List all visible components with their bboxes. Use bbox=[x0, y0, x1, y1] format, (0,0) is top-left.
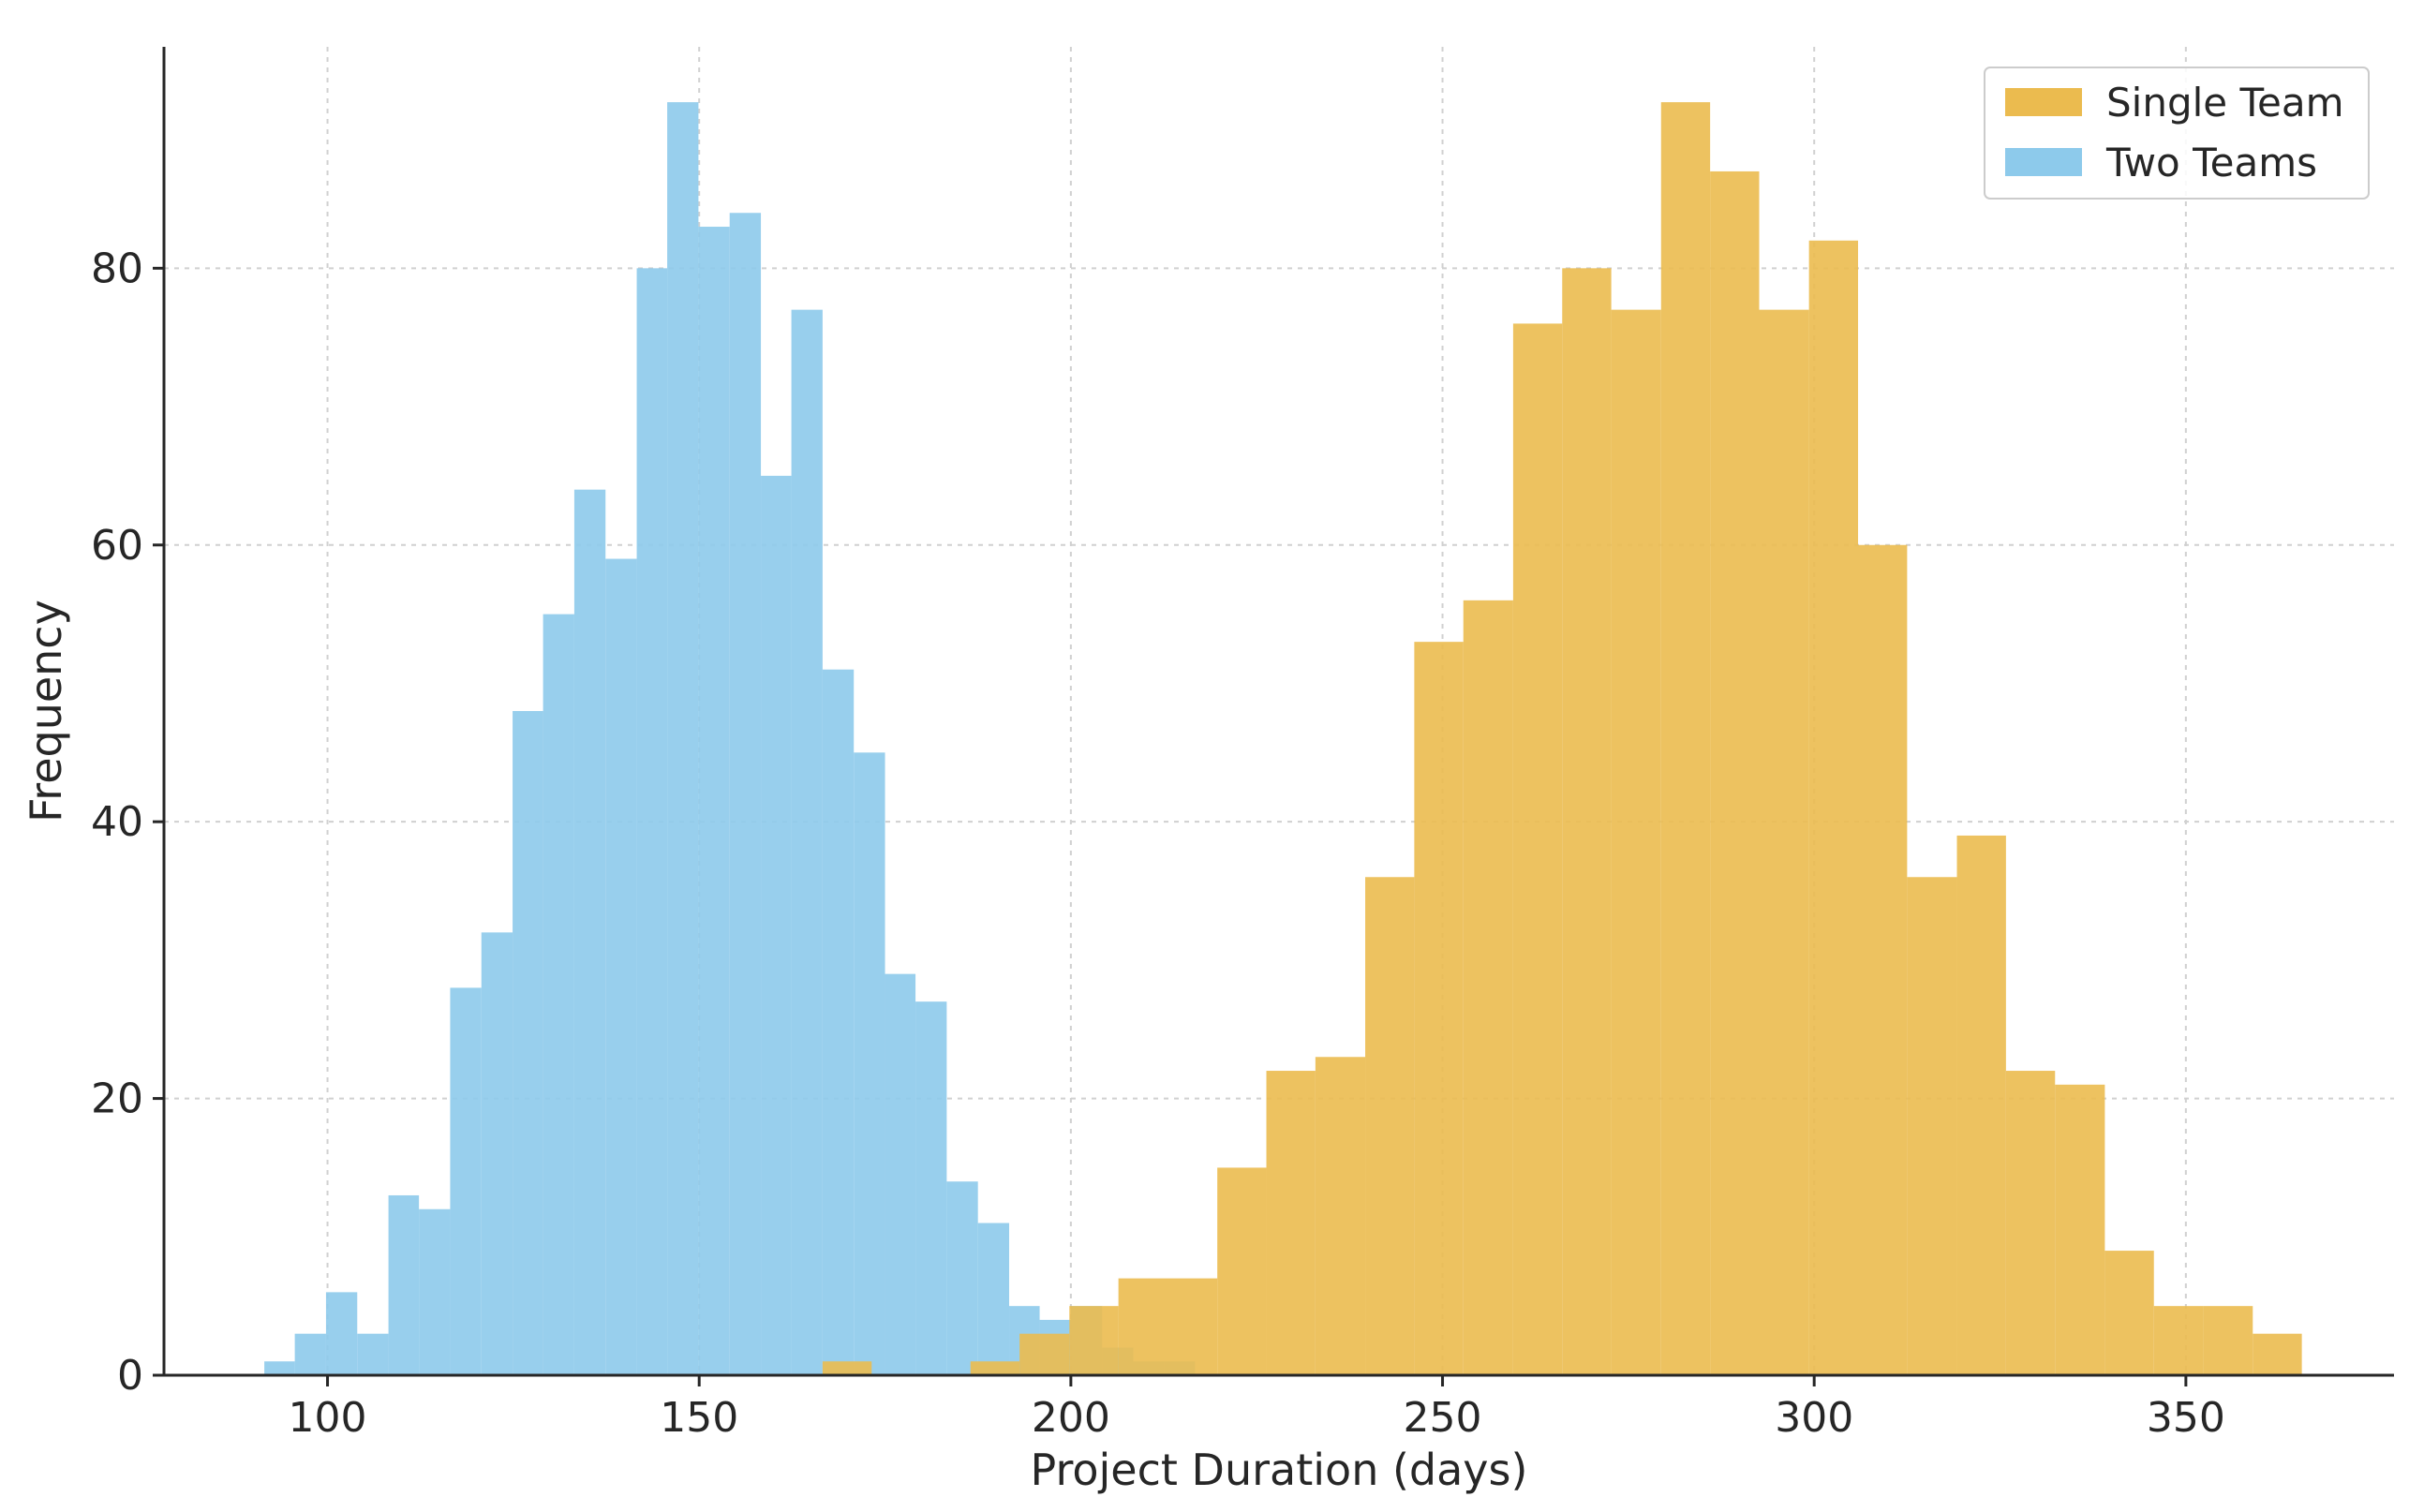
bar-single-team-25 bbox=[2153, 1306, 2204, 1375]
y-tick-label-80: 80 bbox=[91, 245, 143, 292]
bar-single-team-9 bbox=[1365, 877, 1415, 1375]
legend-swatch-single-team bbox=[2005, 88, 2082, 116]
bar-single-team-4 bbox=[1118, 1278, 1167, 1375]
bar-single-team-26 bbox=[2203, 1306, 2253, 1375]
bar-single-team-24 bbox=[2104, 1251, 2154, 1375]
bar-two-teams-3 bbox=[357, 1333, 389, 1375]
bar-single-team-13 bbox=[1562, 268, 1612, 1375]
bar-single-team-2 bbox=[1019, 1333, 1070, 1375]
x-axis-label: Project Duration (days) bbox=[1031, 1445, 1528, 1495]
bar-single-team-20 bbox=[1907, 877, 1957, 1375]
bar-two-teams-12 bbox=[636, 268, 668, 1375]
tick-labels: 100 150 200 250 300 350 0 20 40 60 80 bbox=[91, 245, 2225, 1442]
x-tick-label-200: 200 bbox=[1032, 1394, 1110, 1442]
bar-two-teams-7 bbox=[481, 932, 513, 1375]
bar-two-teams-14 bbox=[698, 227, 730, 1375]
x-tick-label-250: 250 bbox=[1404, 1394, 1482, 1442]
bar-single-team-27 bbox=[2253, 1333, 2302, 1375]
bar-two-teams-0 bbox=[264, 1361, 295, 1375]
bar-two-teams-20 bbox=[885, 973, 916, 1375]
x-tick-label-100: 100 bbox=[289, 1394, 367, 1442]
y-tick-label-20: 20 bbox=[91, 1075, 143, 1123]
y-axis-label: Frequency bbox=[21, 600, 71, 823]
legend-label-two-teams: Two Teams bbox=[2105, 140, 2317, 185]
bar-two-teams-5 bbox=[419, 1208, 451, 1375]
bar-single-team-16 bbox=[1710, 170, 1760, 1375]
bar-two-teams-15 bbox=[729, 213, 762, 1375]
histogram-bars bbox=[264, 102, 2302, 1376]
bar-two-teams-23 bbox=[977, 1223, 1010, 1375]
bar-single-team-23 bbox=[2055, 1084, 2105, 1375]
bar-single-team-1 bbox=[970, 1361, 1020, 1375]
bar-single-team-5 bbox=[1167, 1278, 1218, 1375]
bar-single-team-19 bbox=[1858, 544, 1908, 1375]
x-tick-label-300: 300 bbox=[1775, 1394, 1853, 1442]
bar-two-teams-9 bbox=[543, 614, 574, 1375]
bar-single-team-6 bbox=[1217, 1167, 1267, 1375]
bar-two-teams-19 bbox=[854, 752, 885, 1375]
legend-swatch-two-teams bbox=[2005, 148, 2082, 176]
bar-two-teams-17 bbox=[791, 309, 823, 1375]
bar-single-team-12 bbox=[1512, 323, 1563, 1376]
bar-single-team-15 bbox=[1660, 102, 1711, 1375]
bar-single-team-3 bbox=[1069, 1306, 1119, 1375]
bar-single-team-22 bbox=[2005, 1071, 2056, 1375]
bar-two-teams-13 bbox=[667, 102, 699, 1375]
bar-single-team-14 bbox=[1611, 309, 1661, 1375]
y-tick-label-40: 40 bbox=[91, 798, 143, 846]
bar-single-team-21 bbox=[1956, 835, 2006, 1375]
x-tick-label-150: 150 bbox=[660, 1394, 738, 1442]
bar-single-team-17 bbox=[1759, 309, 1809, 1375]
bar-two-teams-22 bbox=[946, 1181, 978, 1375]
bar-two-teams-11 bbox=[605, 558, 637, 1375]
x-tick-label-350: 350 bbox=[2147, 1394, 2225, 1442]
bar-single-team-0 bbox=[822, 1361, 872, 1375]
bar-single-team-8 bbox=[1315, 1057, 1366, 1375]
bar-single-team-11 bbox=[1463, 600, 1513, 1375]
bar-two-teams-4 bbox=[388, 1194, 420, 1375]
bar-two-teams-21 bbox=[915, 1001, 947, 1375]
bar-two-teams-8 bbox=[513, 711, 543, 1375]
legend: Single Team Two Teams bbox=[1984, 67, 2370, 200]
bar-two-teams-2 bbox=[325, 1292, 358, 1375]
bar-single-team-18 bbox=[1808, 240, 1859, 1376]
bar-two-teams-16 bbox=[761, 475, 792, 1375]
bar-two-teams-1 bbox=[294, 1333, 326, 1375]
legend-label-single-team: Single Team bbox=[2106, 80, 2343, 126]
bar-two-teams-10 bbox=[573, 489, 606, 1375]
bar-two-teams-6 bbox=[450, 987, 482, 1375]
bar-single-team-10 bbox=[1414, 642, 1464, 1375]
bar-single-team-7 bbox=[1266, 1071, 1316, 1375]
bar-two-teams-18 bbox=[822, 669, 855, 1375]
y-tick-label-60: 60 bbox=[91, 522, 143, 570]
y-tick-label-0: 0 bbox=[117, 1352, 143, 1400]
